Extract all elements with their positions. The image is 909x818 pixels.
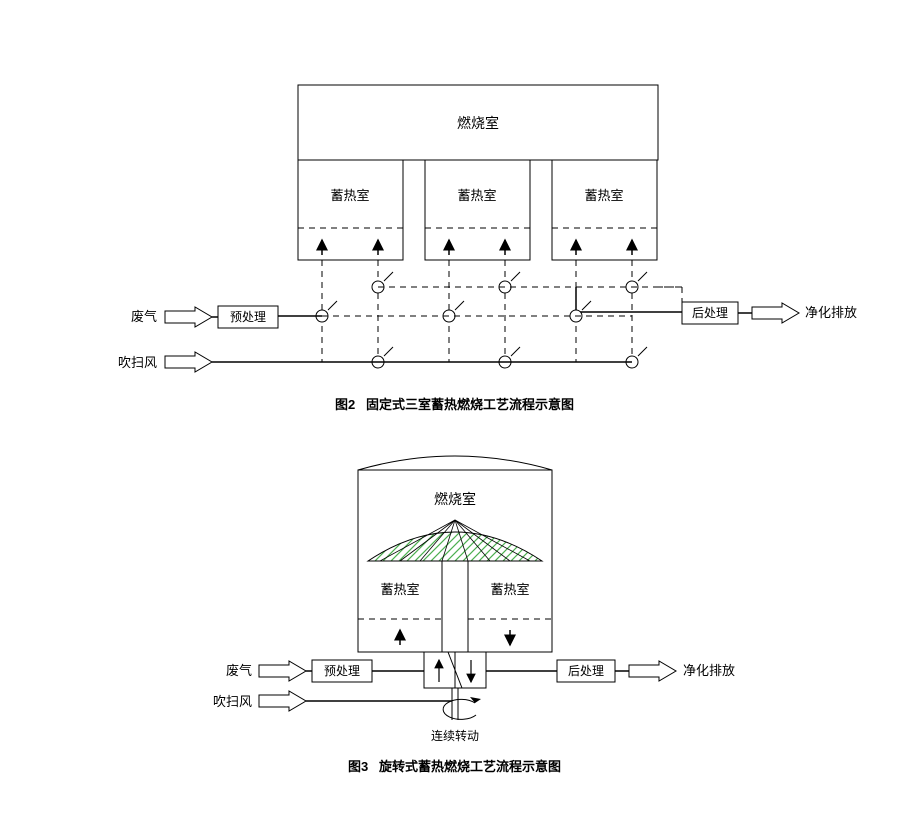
purified-emission-label-3: 净化排放: [683, 663, 735, 678]
waste-gas-label-3: 废气: [226, 663, 252, 678]
figure3-caption-num: 图3: [348, 759, 368, 774]
purge-air-label-3: 吹扫风: [213, 694, 252, 709]
continuous-rotation-label: 连续转动: [431, 728, 479, 743]
waste-gas-arrow-icon-3: [259, 661, 306, 681]
figure3-caption-text: 旋转式蓄热燃烧工艺流程示意图: [379, 759, 561, 774]
figure3-caption: 图3 旋转式蓄热燃烧工艺流程示意图: [0, 756, 909, 775]
regenerator-right-label: 蓄热室: [490, 582, 529, 597]
rotary-vessel: 燃烧室 蓄热室 蓄热室: [358, 456, 552, 652]
regenerator-left-label: 蓄热室: [380, 582, 419, 597]
posttreatment-label-3: 后处理: [568, 664, 604, 678]
combustion-chamber-label-3: 燃烧室: [434, 491, 476, 508]
purge-air-arrow-icon-3: [259, 691, 306, 711]
figure3-diagram: 燃烧室 蓄热室 蓄热室: [0, 0, 909, 780]
page: 燃烧室 蓄热室 蓄热室 蓄热室: [0, 0, 909, 818]
pretreatment-label-3: 预处理: [324, 664, 360, 678]
rotor-box: [424, 652, 486, 720]
purified-emission-arrow-icon-3: [629, 661, 676, 681]
